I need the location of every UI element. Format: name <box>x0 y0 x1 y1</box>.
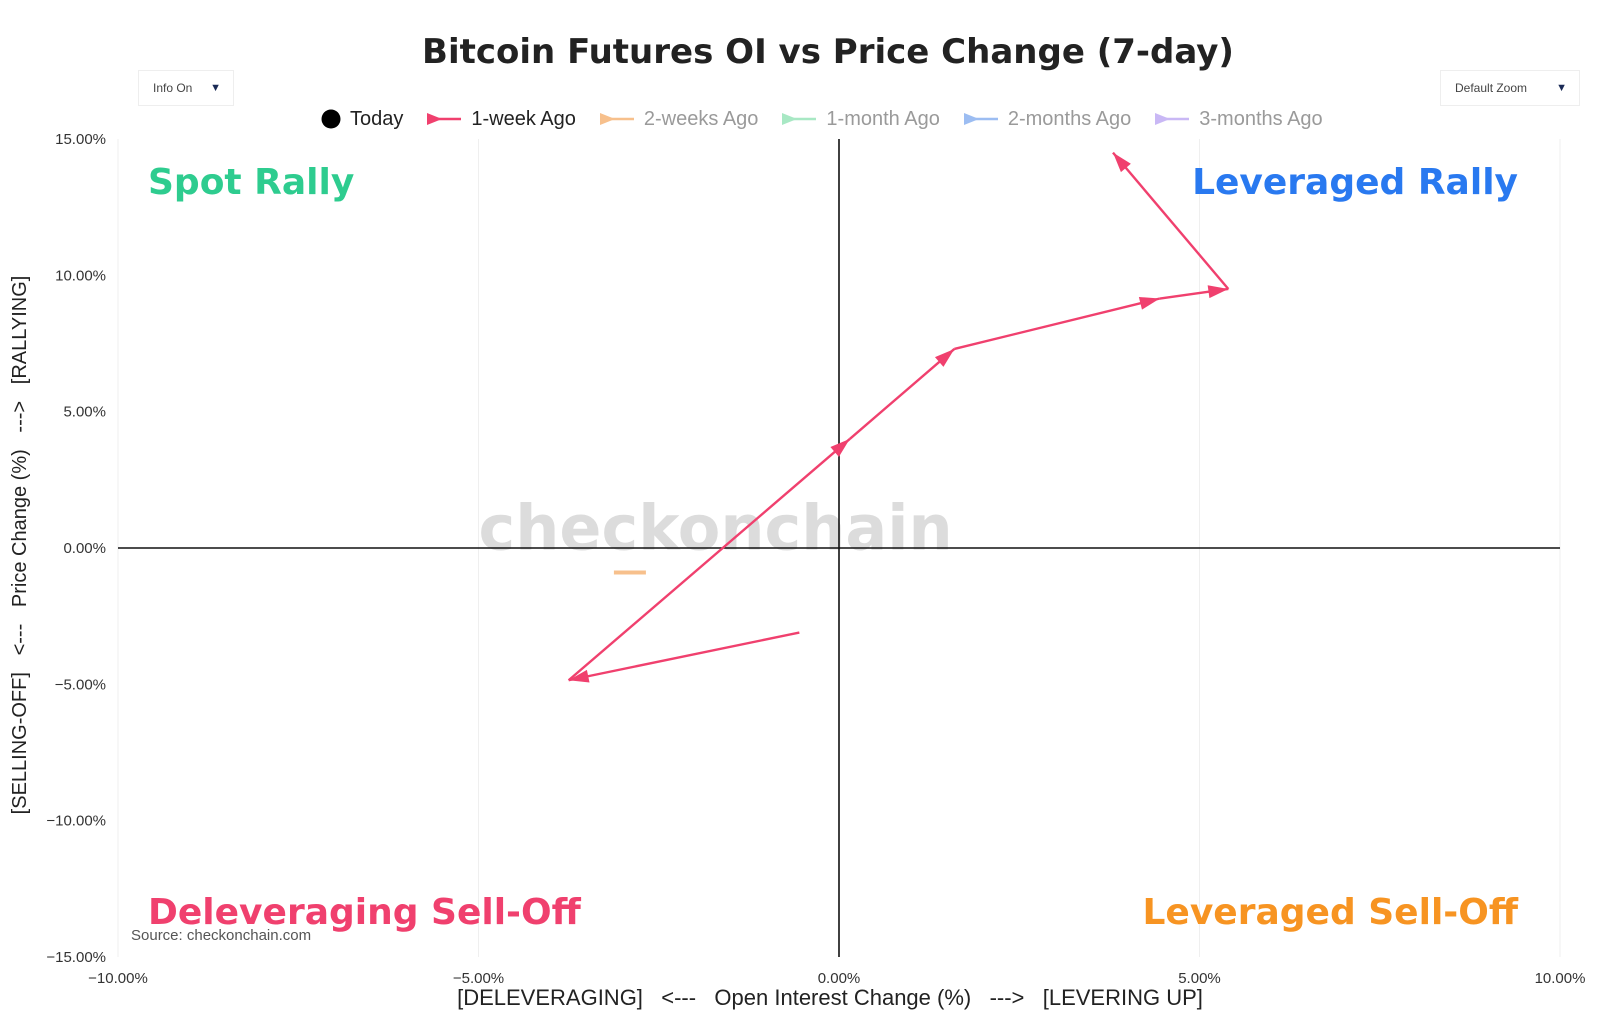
series-segment[interactable] <box>954 297 1161 351</box>
arrow-head <box>934 348 955 367</box>
series-segment[interactable] <box>567 438 851 682</box>
legend-label: 3-months Ago <box>1199 107 1323 130</box>
legend-item-1-month-ago[interactable]: 1-month Ago <box>780 107 940 131</box>
x-tick-label: 0.00% <box>818 970 861 987</box>
y-tick-label: 0.00% <box>63 540 106 557</box>
arrow-marker-icon <box>782 113 817 125</box>
zoom-dropdown[interactable]: Default Zoom ▼ <box>1440 70 1580 106</box>
chart-title: Bitcoin Futures OI vs Price Change (7-da… <box>422 32 1234 72</box>
series-segment[interactable] <box>568 631 800 682</box>
legend-label: Today <box>350 107 404 130</box>
quadrant-label: Leveraged Rally <box>1192 162 1518 203</box>
y-tick-label: 10.00% <box>55 267 106 284</box>
info-dropdown-label: Info On <box>153 81 193 95</box>
legend-item-2-weeks-ago[interactable]: 2-weeks Ago <box>598 107 759 131</box>
x-tick-label: 5.00% <box>1178 970 1221 987</box>
arrow-head <box>1112 152 1131 173</box>
quadrant-label: Deleveraging Sell-Off <box>148 892 582 933</box>
series-segment[interactable] <box>1112 151 1230 290</box>
circle-marker-icon <box>321 109 341 129</box>
x-axis-label: [DELEVERAGING] <--- Open Interest Change… <box>457 985 1203 1010</box>
arrow-head <box>830 438 850 457</box>
arrow-head <box>568 669 590 683</box>
legend-label: 1-month Ago <box>826 107 940 130</box>
arrow-head <box>1207 285 1229 299</box>
arrow-marker-icon <box>427 113 462 125</box>
y-tick-label: 5.00% <box>63 404 106 421</box>
x-tick-label: −10.00% <box>88 970 148 987</box>
legend-item-1-week-ago[interactable]: 1-week Ago <box>425 108 576 131</box>
series-segment[interactable] <box>849 348 956 440</box>
quadrant-label: Spot Rally <box>148 162 354 203</box>
y-tick-label: 15.00% <box>55 131 106 148</box>
axes <box>118 139 1560 957</box>
y-tick-label: −5.00% <box>55 676 106 693</box>
watermark: checkonchain <box>479 491 953 564</box>
legend-label: 2-months Ago <box>1007 107 1132 130</box>
info-dropdown[interactable]: Info On ▼ <box>138 70 234 106</box>
y-axis-label: [SELLING-OFF] <--- Price Change (%) --->… <box>9 276 31 815</box>
legend-item-today[interactable]: Today <box>320 108 403 131</box>
y-tick-label: −10.00% <box>46 813 106 830</box>
source-note: Source: checkonchain.com <box>131 927 311 944</box>
arrow-marker-icon <box>963 113 998 125</box>
y-tick-label: −15.00% <box>46 949 106 966</box>
arrow-marker-icon <box>599 113 634 125</box>
series-1-week-ago <box>567 151 1230 683</box>
legend-item-3-months-ago[interactable]: 3-months Ago <box>1153 107 1323 131</box>
arrow-marker-icon <box>1155 113 1190 125</box>
legend: Today 1-week Ago 2-weeks Ago 1-month Ago 2-m… <box>320 104 1345 134</box>
zoom-dropdown-label: Default Zoom <box>1455 81 1528 95</box>
legend-label: 1-week Ago <box>471 107 576 130</box>
series-layer <box>567 151 1230 683</box>
arrow-head <box>1138 296 1160 310</box>
chevron-down-icon: ▼ <box>1556 82 1567 94</box>
x-tick-label: 10.00% <box>1535 970 1586 987</box>
tick-labels: −10.00% −5.00% 0.00% 5.00% 10.00% 15.00% 10.00… <box>46 131 1585 987</box>
quadrant-label: Leveraged Sell-Off <box>1142 892 1518 933</box>
legend-label: 2-weeks Ago <box>643 107 759 130</box>
legend-item-2-months-ago[interactable]: 2-months Ago <box>962 108 1131 131</box>
chevron-down-icon: ▼ <box>210 82 221 94</box>
quadrant-labels: Spot Rally Leveraged Rally Deleveraging Se… <box>148 162 1519 933</box>
x-tick-label: −5.00% <box>453 970 504 987</box>
